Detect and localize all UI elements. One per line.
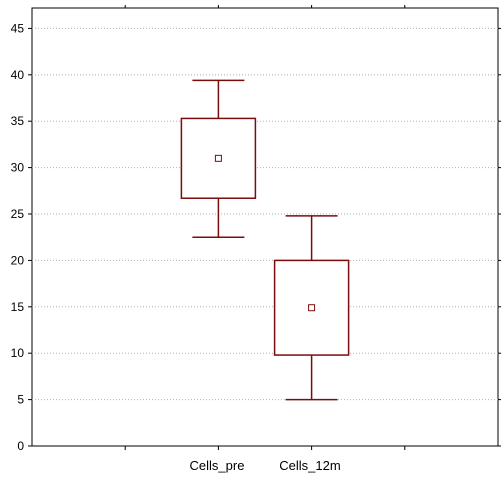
median-marker bbox=[308, 304, 316, 312]
box-cells-pre bbox=[180, 79, 257, 238]
y-tick-label: 20 bbox=[11, 253, 25, 267]
boxes bbox=[180, 79, 350, 401]
plot-frame bbox=[31, 7, 499, 447]
y-tick-label: 10 bbox=[11, 346, 25, 360]
y-tick-label: 30 bbox=[11, 161, 25, 175]
y-tick-label: 45 bbox=[11, 21, 25, 35]
y-axis-ticks: 0 5 10 15 20 25 30 35 40 45 bbox=[11, 21, 501, 453]
category-label-cells-pre: Cells_pre bbox=[190, 458, 245, 473]
y-tick-label: 5 bbox=[17, 393, 24, 407]
y-tick-label: 40 bbox=[11, 68, 25, 82]
category-label-cells-12m: Cells_12m bbox=[279, 458, 340, 473]
box-cells-12m bbox=[273, 215, 350, 401]
y-tick-label: 15 bbox=[11, 300, 25, 314]
median-marker bbox=[214, 154, 222, 162]
y-tick-label: 35 bbox=[11, 114, 25, 128]
y-tick-label: 0 bbox=[17, 439, 24, 453]
y-tick-label: 25 bbox=[11, 207, 25, 221]
x-axis-ticks bbox=[124, 5, 406, 450]
